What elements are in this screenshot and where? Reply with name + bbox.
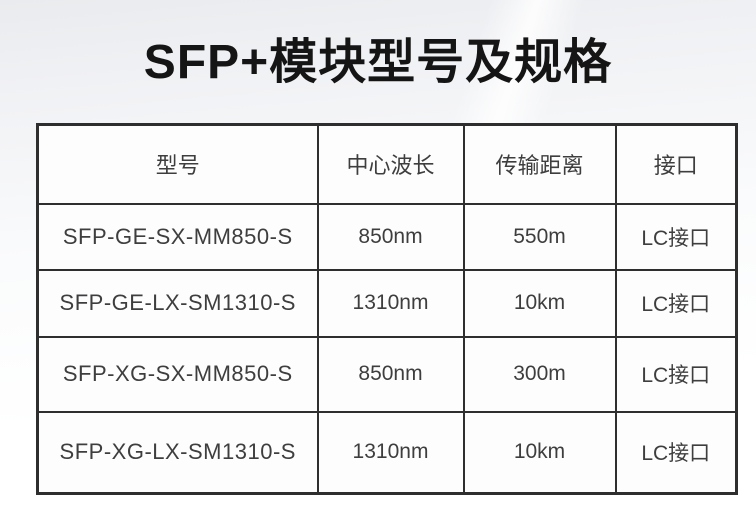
cell-model: SFP-GE-LX-SM1310-S — [38, 270, 318, 337]
header-cell-interface: 接口 — [616, 125, 737, 204]
cell-interface: LC接口 — [616, 337, 737, 412]
cell-interface: LC接口 — [616, 270, 737, 337]
cell-model: SFP-GE-SX-MM850-S — [38, 204, 318, 270]
cell-interface: LC接口 — [616, 412, 737, 494]
table-row: SFP-XG-SX-MM850-S 850nm 300m LC接口 — [38, 337, 737, 412]
header-cell-distance: 传输距离 — [464, 125, 616, 204]
cell-distance: 300m — [464, 337, 616, 412]
cell-wavelength: 850nm — [318, 337, 464, 412]
table-row: SFP-XG-LX-SM1310-S 1310nm 10km LC接口 — [38, 412, 737, 494]
cell-wavelength: 1310nm — [318, 270, 464, 337]
header-cell-model: 型号 — [38, 125, 318, 204]
table-row: SFP-GE-LX-SM1310-S 1310nm 10km LC接口 — [38, 270, 737, 337]
cell-distance: 10km — [464, 412, 616, 494]
cell-wavelength: 850nm — [318, 204, 464, 270]
cell-interface: LC接口 — [616, 204, 737, 270]
table-row: SFP-GE-SX-MM850-S 850nm 550m LC接口 — [38, 204, 737, 270]
table-header-row: 型号 中心波长 传输距离 接口 — [38, 125, 737, 204]
cell-distance: 10km — [464, 270, 616, 337]
cell-model: SFP-XG-SX-MM850-S — [38, 337, 318, 412]
cell-model: SFP-XG-LX-SM1310-S — [38, 412, 318, 494]
spec-table: 型号 中心波长 传输距离 接口 SFP-GE-SX-MM850-S 850nm … — [36, 123, 738, 495]
cell-wavelength: 1310nm — [318, 412, 464, 494]
page-title: SFP+模块型号及规格 — [0, 30, 756, 96]
page-canvas: SFP+模块型号及规格 型号 中心波长 传输距离 接口 SFP-GE-SX-MM… — [0, 0, 756, 514]
cell-distance: 550m — [464, 204, 616, 270]
header-cell-wavelength: 中心波长 — [318, 125, 464, 204]
